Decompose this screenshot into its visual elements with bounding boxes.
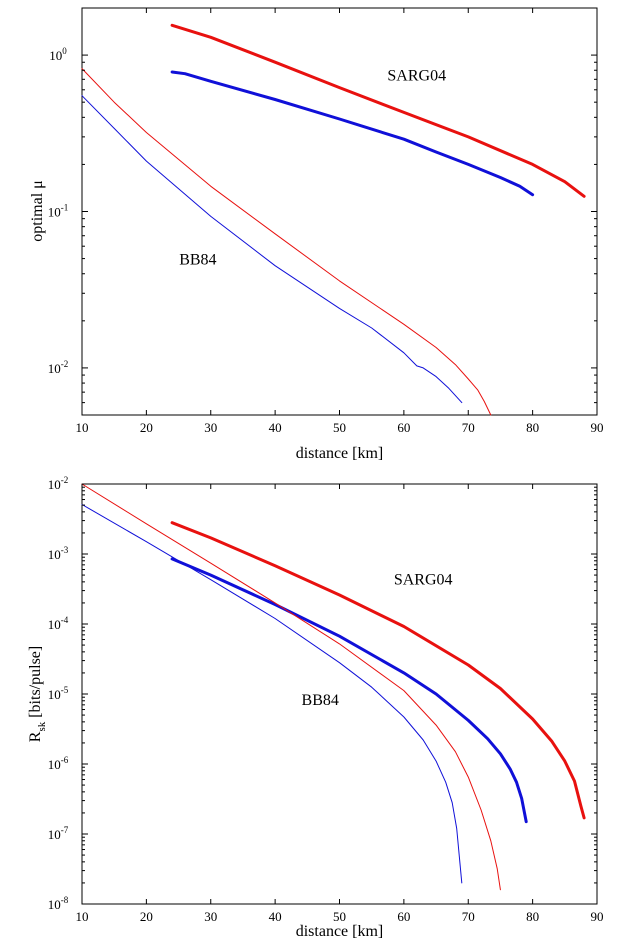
y-tick-label: 10-3 — [48, 545, 69, 562]
x-tick-label: 30 — [204, 420, 217, 435]
x-tick-label: 40 — [269, 420, 282, 435]
series-line-2 — [81, 68, 492, 416]
secret-key-rate-panel: 10 20 30 40 50 60 70 80 90 10-8 10-7 10-6 10-5 10-4 10… — [27, 475, 604, 940]
x-tick-label: 70 — [462, 909, 475, 924]
series-annotation: SARG04 — [387, 68, 446, 85]
y-tick-label: 10-8 — [48, 895, 69, 912]
x-tick-label: 60 — [397, 420, 410, 435]
ticks-layer: 10 20 30 40 50 60 70 80 90 10-8 10-7 10-6 10-5 10-4 10… — [48, 475, 604, 924]
series-line-3 — [81, 504, 463, 884]
series-annotation: BB84 — [302, 692, 339, 709]
plot-frame — [81, 7, 598, 416]
series-line-1 — [170, 557, 528, 824]
y-axis-label-main: R — [27, 731, 44, 742]
y-axis-label: optimal μ — [29, 180, 46, 241]
annotation-layer: SARG04 BB84 — [179, 68, 446, 269]
ticks-layer: 10 20 30 40 50 60 70 80 90 10-2 10-1 100 — [48, 7, 604, 435]
y-tick-label: 10-6 — [48, 755, 69, 772]
x-tick-label: 90 — [591, 420, 604, 435]
optimal-mu-panel: 10 20 30 40 50 60 70 80 90 10-2 10-1 100 SARG04 BB84… — [29, 7, 604, 462]
y-tick-label: 10-5 — [48, 685, 69, 702]
y-tick-label: 10-2 — [48, 359, 69, 376]
series-line-1 — [170, 70, 535, 197]
series-layer — [81, 483, 586, 891]
x-tick-label: 50 — [333, 420, 346, 435]
annotation-layer: SARG04 BB84 — [302, 571, 453, 709]
series-line-2 — [81, 483, 501, 891]
y-tick-label: 10-7 — [48, 825, 69, 842]
y-axis-label-subscript: sk — [36, 721, 48, 731]
x-tick-label: 10 — [76, 909, 89, 924]
series-layer — [81, 23, 586, 416]
series-line-3 — [81, 95, 463, 404]
y-axis-label-rest: [bits/pulse] — [27, 646, 44, 718]
series-line-0 — [170, 521, 586, 820]
series-annotation: BB84 — [179, 252, 216, 269]
x-tick-label: 60 — [397, 909, 410, 924]
x-axis-label: distance [km] — [296, 445, 384, 462]
x-axis-label: distance [km] — [296, 923, 384, 940]
series-annotation: SARG04 — [394, 571, 453, 588]
series-line-0 — [170, 23, 586, 198]
y-axis-label: Rsk [bits/pulse] — [27, 646, 48, 742]
x-tick-label: 10 — [76, 420, 89, 435]
y-tick-label: 100 — [49, 46, 67, 63]
y-tick-label: 10-1 — [48, 203, 69, 220]
x-tick-label: 40 — [269, 909, 282, 924]
x-tick-label: 70 — [462, 420, 475, 435]
x-tick-label: 50 — [333, 909, 346, 924]
y-tick-label: 10-4 — [48, 615, 69, 632]
x-tick-label: 20 — [140, 909, 153, 924]
plot-frame — [81, 483, 598, 905]
y-tick-label: 10-2 — [48, 475, 69, 492]
x-tick-label: 90 — [591, 909, 604, 924]
x-tick-label: 30 — [204, 909, 217, 924]
x-tick-label: 20 — [140, 420, 153, 435]
x-tick-label: 80 — [526, 909, 539, 924]
x-tick-label: 80 — [526, 420, 539, 435]
